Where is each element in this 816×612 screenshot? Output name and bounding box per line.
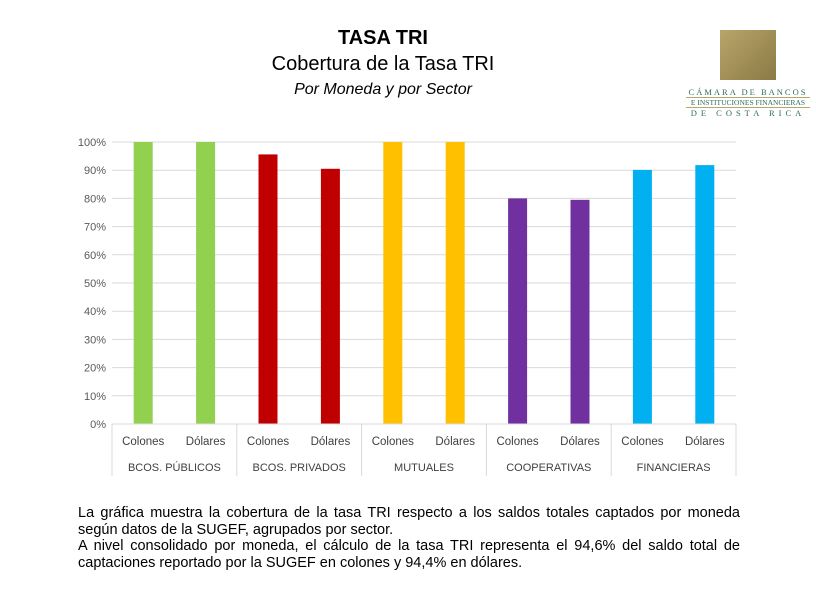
category-label: Dólares: [186, 436, 226, 448]
y-tick-label: 10%: [84, 391, 106, 403]
y-tick-label: 100%: [78, 137, 106, 149]
slide-title: TASA TRI: [338, 27, 428, 49]
category-label: Dólares: [560, 436, 600, 448]
group-label: BCOS. PRIVADOS: [253, 462, 346, 474]
bar: [570, 199, 590, 424]
y-tick-label: 30%: [84, 334, 106, 346]
category-label: Colones: [247, 436, 289, 448]
y-tick-label: 50%: [84, 278, 106, 290]
bar: [632, 169, 652, 424]
logo-line3: DE COSTA RICA: [690, 108, 806, 118]
y-tick-label: 90%: [84, 165, 106, 177]
category-label: Dólares: [311, 436, 351, 448]
group-label: BCOS. PÚBLICOS: [128, 461, 221, 474]
logo-line2: E INSTITUCIONES FINANCIERAS: [686, 97, 810, 108]
category-label: Colones: [372, 436, 414, 448]
y-tick-label: 70%: [84, 222, 106, 234]
bar: [695, 165, 715, 424]
group-label: FINANCIERAS: [637, 462, 711, 474]
y-tick-label: 20%: [84, 363, 106, 375]
slide-subtitle: Cobertura de la Tasa TRI: [271, 53, 495, 75]
y-tick-label: 40%: [84, 306, 106, 318]
bar: [383, 142, 403, 424]
category-label: Colones: [122, 436, 164, 448]
category-label: Colones: [621, 436, 663, 448]
bar: [133, 142, 153, 424]
cbf-logo: CÁMARA DE BANCOS E INSTITUCIONES FINANCI…: [680, 26, 816, 122]
logo-mark-icon: [720, 30, 776, 80]
bar: [258, 154, 278, 424]
description-p2: A nivel consolidado por moneda, el cálcu…: [78, 538, 740, 571]
description-p1: La gráfica muestra la cobertura de la ta…: [78, 505, 740, 538]
y-tick-label: 80%: [84, 193, 106, 205]
y-tick-label: 0%: [90, 419, 106, 431]
category-label: Dólares: [685, 436, 725, 448]
category-label: Colones: [496, 436, 538, 448]
bar: [508, 198, 528, 424]
logo-line1: CÁMARA DE BANCOS: [688, 87, 808, 97]
bar: [196, 142, 216, 424]
bar: [320, 168, 340, 424]
description: La gráfica muestra la cobertura de la ta…: [78, 505, 740, 571]
y-tick-label: 60%: [84, 250, 106, 262]
group-label: COOPERATIVAS: [506, 462, 591, 474]
category-label: Dólares: [435, 436, 475, 448]
group-label: MUTUALES: [394, 462, 454, 474]
bar: [445, 142, 465, 424]
slide-subtitle-italic: Por Moneda y por Sector: [294, 81, 472, 98]
